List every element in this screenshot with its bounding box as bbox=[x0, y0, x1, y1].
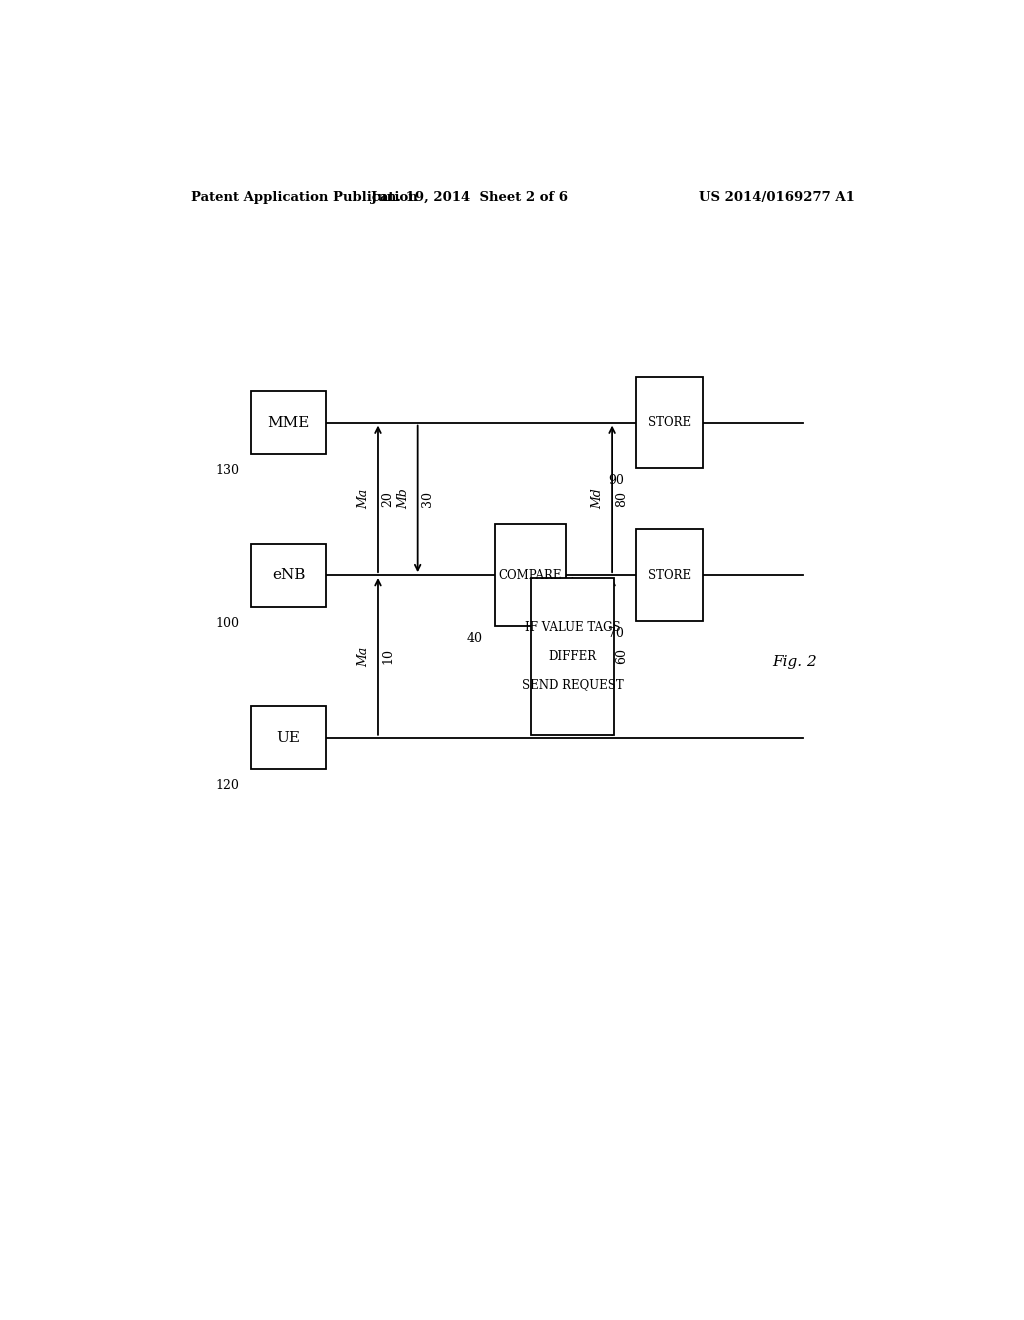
Text: US 2014/0169277 A1: US 2014/0169277 A1 bbox=[699, 190, 855, 203]
Text: Patent Application Publication: Patent Application Publication bbox=[191, 190, 418, 203]
Text: 120: 120 bbox=[215, 779, 240, 792]
Text: 40: 40 bbox=[467, 632, 482, 644]
Text: STORE: STORE bbox=[648, 569, 691, 582]
Text: 60: 60 bbox=[615, 648, 628, 664]
FancyBboxPatch shape bbox=[251, 544, 327, 607]
Text: 70: 70 bbox=[608, 627, 624, 640]
Text: Ma: Ma bbox=[357, 488, 371, 510]
FancyBboxPatch shape bbox=[636, 378, 703, 469]
FancyBboxPatch shape bbox=[251, 391, 327, 454]
Text: REQUEST: REQUEST bbox=[549, 624, 561, 689]
Text: DIFFER: DIFFER bbox=[549, 649, 597, 663]
Text: COMPARE: COMPARE bbox=[499, 569, 562, 582]
Text: 130: 130 bbox=[215, 465, 240, 478]
Text: 80: 80 bbox=[615, 491, 628, 507]
FancyBboxPatch shape bbox=[495, 524, 566, 626]
Text: Md: Md bbox=[591, 488, 604, 510]
FancyBboxPatch shape bbox=[531, 578, 614, 735]
Text: Jun. 19, 2014  Sheet 2 of 6: Jun. 19, 2014 Sheet 2 of 6 bbox=[371, 190, 567, 203]
Text: Fig. 2: Fig. 2 bbox=[772, 655, 817, 668]
Text: UE: UE bbox=[276, 731, 301, 744]
Text: Mc: Mc bbox=[591, 647, 604, 667]
Text: 100: 100 bbox=[215, 616, 240, 630]
Text: Mb: Mb bbox=[397, 488, 410, 510]
FancyBboxPatch shape bbox=[636, 529, 703, 620]
Text: 90: 90 bbox=[608, 474, 624, 487]
Text: Ma: Ma bbox=[357, 647, 371, 667]
Text: 20: 20 bbox=[381, 491, 394, 507]
Text: 30: 30 bbox=[421, 491, 434, 507]
Text: 50: 50 bbox=[575, 648, 589, 664]
Text: SEND REQUEST: SEND REQUEST bbox=[522, 678, 624, 692]
Text: MME: MME bbox=[267, 416, 310, 430]
Text: 10: 10 bbox=[381, 648, 394, 664]
Text: IF VALUE TAGS: IF VALUE TAGS bbox=[525, 622, 621, 635]
FancyBboxPatch shape bbox=[251, 706, 327, 770]
Text: STORE: STORE bbox=[648, 416, 691, 429]
Text: eNB: eNB bbox=[272, 568, 305, 582]
